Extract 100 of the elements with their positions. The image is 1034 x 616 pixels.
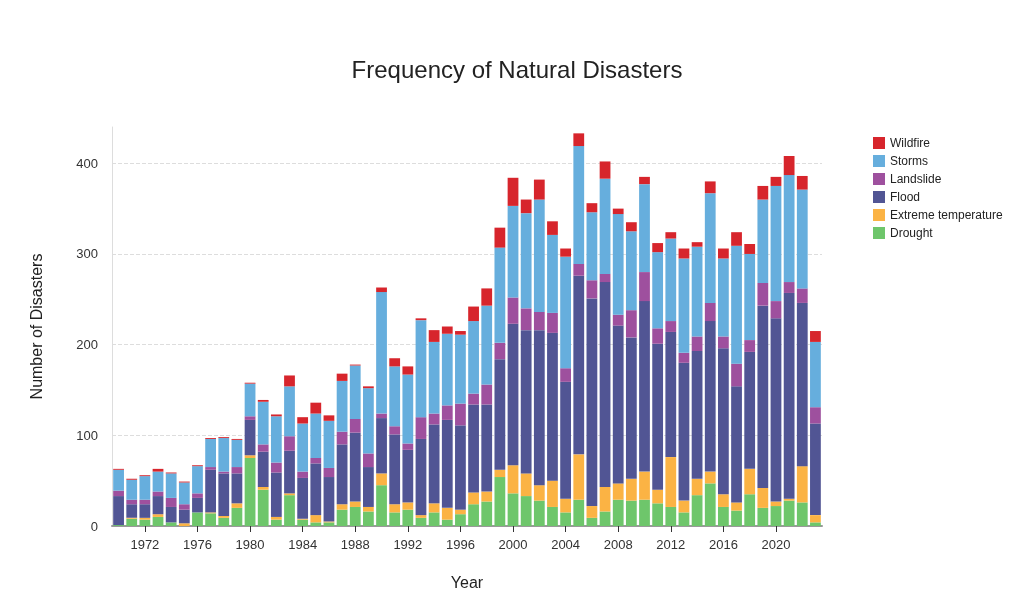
bar (139, 476, 151, 500)
bar (310, 457, 322, 464)
bar (428, 512, 440, 526)
bar (586, 212, 598, 281)
bar (178, 509, 190, 524)
bar (691, 478, 703, 496)
x-tick-label: 2020 (761, 537, 791, 552)
bar (441, 333, 453, 406)
bar (139, 499, 151, 505)
bar (257, 401, 269, 445)
bar (257, 451, 269, 488)
bar (376, 287, 387, 293)
x-tick-label: 2012 (656, 537, 686, 552)
bar (402, 449, 414, 503)
bar (573, 499, 585, 526)
bar (297, 423, 309, 472)
bar (192, 512, 203, 526)
bar (389, 504, 401, 513)
bar (625, 222, 637, 232)
bar (297, 471, 309, 478)
bar (389, 358, 401, 367)
x-axis-title: Year (450, 573, 484, 591)
bar (691, 350, 703, 479)
bar (468, 492, 479, 505)
bar (389, 512, 401, 526)
bar (810, 522, 821, 526)
bar (586, 280, 598, 299)
legend-label: Landslide (890, 172, 942, 186)
bar (639, 471, 650, 500)
bar (678, 362, 690, 501)
bar (796, 189, 808, 289)
bar (744, 243, 756, 254)
bar (244, 416, 256, 420)
bar (533, 179, 545, 200)
bar (205, 467, 216, 470)
bar (796, 466, 808, 503)
bar (718, 248, 729, 259)
bar (704, 471, 716, 484)
y-tick-label: 0 (90, 518, 98, 534)
bar (165, 497, 177, 507)
bar (731, 245, 742, 364)
bar (218, 473, 230, 517)
legend-label: Extreme temperature (890, 208, 1004, 222)
bar (718, 258, 729, 337)
bar (770, 318, 782, 502)
bar (428, 341, 440, 414)
bar (573, 275, 585, 455)
bar (284, 450, 295, 494)
bar (547, 221, 558, 235)
bar (599, 178, 611, 274)
bar (363, 506, 374, 512)
bar (178, 504, 190, 510)
bar (783, 282, 795, 293)
bar (560, 498, 571, 513)
x-tick-label: 1984 (288, 537, 318, 552)
bar (560, 368, 571, 382)
bar (731, 502, 742, 511)
bar (402, 374, 414, 444)
bar (284, 436, 295, 451)
bar (481, 491, 493, 502)
bar (297, 477, 309, 519)
bar (783, 500, 795, 526)
bar (573, 263, 585, 276)
bar (349, 419, 361, 433)
bar (573, 454, 585, 500)
bar (704, 181, 716, 194)
bar (560, 512, 571, 526)
bar (113, 490, 124, 497)
bar (757, 507, 769, 526)
bar (415, 515, 427, 518)
bar (599, 273, 611, 283)
bar (718, 494, 729, 507)
bar (376, 418, 387, 474)
bar (770, 176, 782, 186)
bar (494, 477, 506, 526)
bar (231, 507, 243, 526)
bar (257, 444, 269, 452)
chart-title: Frequency of Natural Disasters (351, 55, 683, 83)
bar (639, 272, 650, 302)
bar (178, 482, 190, 505)
bar (533, 311, 545, 331)
bar (731, 363, 742, 387)
bar (665, 457, 677, 507)
x-tick-label: 1976 (183, 537, 212, 552)
bar (336, 504, 348, 510)
bar (599, 282, 611, 488)
bar (520, 473, 532, 497)
bar (599, 487, 611, 512)
bar (363, 467, 374, 507)
bar (665, 238, 677, 322)
bar (547, 480, 558, 507)
bar (810, 341, 821, 408)
bar (218, 438, 230, 472)
bar (428, 413, 440, 425)
bar (428, 503, 440, 513)
bar (349, 506, 361, 526)
bar (402, 443, 414, 450)
bar (810, 407, 821, 424)
bar (336, 509, 348, 526)
bar (139, 504, 151, 518)
